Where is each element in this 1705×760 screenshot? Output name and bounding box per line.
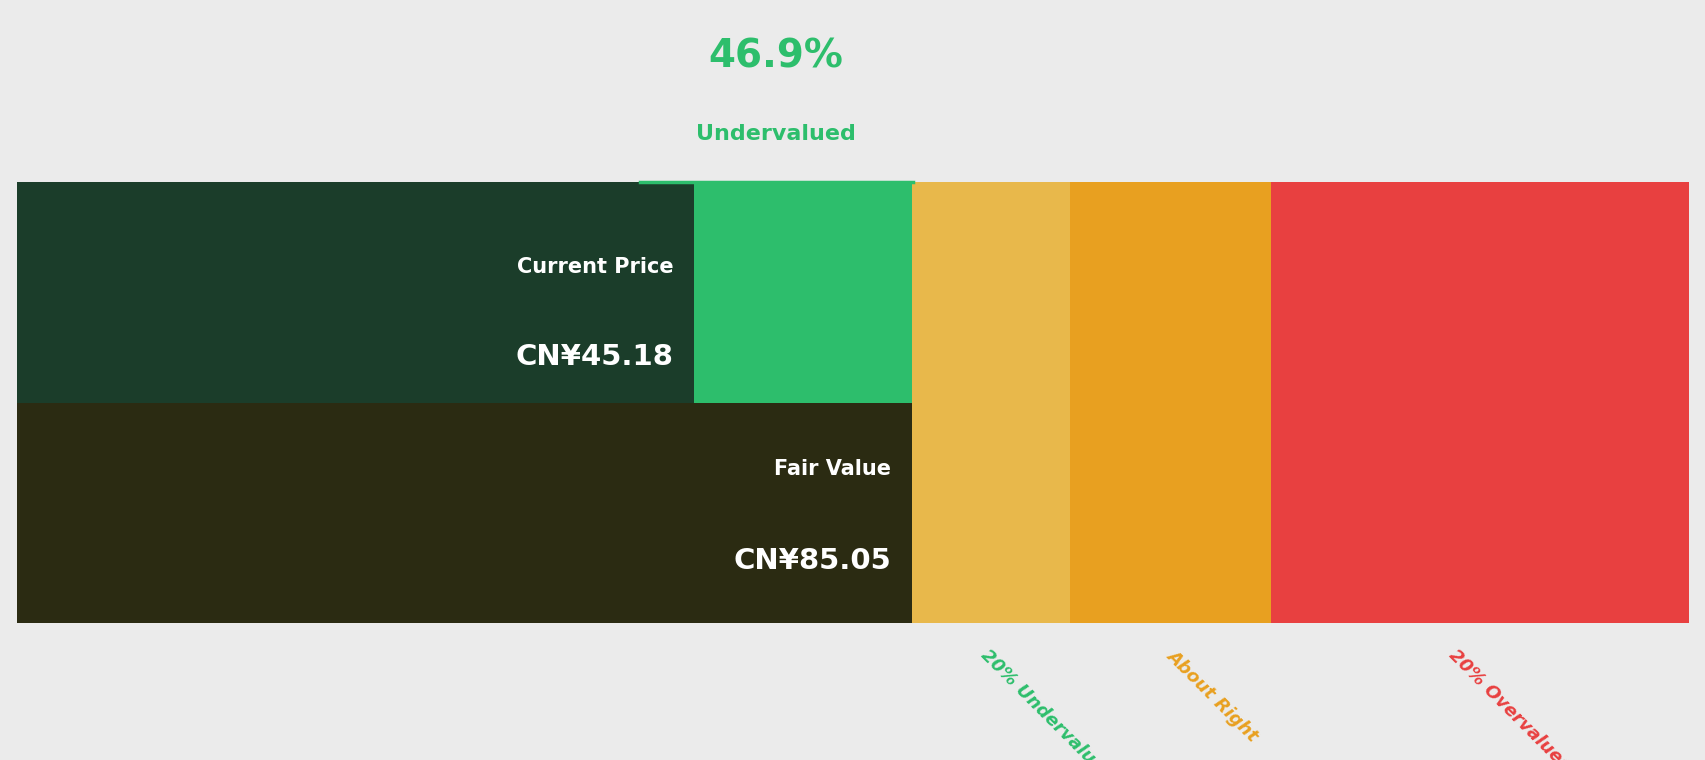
Bar (910, 182, 1069, 623)
Bar (1069, 182, 1270, 623)
Bar (17, 182, 910, 623)
Text: CN¥85.05: CN¥85.05 (733, 547, 890, 575)
Text: CN¥45.18: CN¥45.18 (515, 343, 673, 371)
Text: 20% Undervalued: 20% Undervalued (977, 646, 1115, 760)
Bar (17, 403, 910, 623)
Text: Current Price: Current Price (517, 257, 673, 277)
Text: About Right: About Right (1163, 646, 1260, 745)
Bar (17, 182, 694, 425)
Text: 46.9%: 46.9% (708, 38, 844, 76)
Text: Fair Value: Fair Value (774, 459, 890, 479)
Text: 20% Overvalued: 20% Overvalued (1444, 646, 1574, 760)
Bar (1270, 182, 1688, 623)
Text: Undervalued: Undervalued (696, 125, 856, 144)
